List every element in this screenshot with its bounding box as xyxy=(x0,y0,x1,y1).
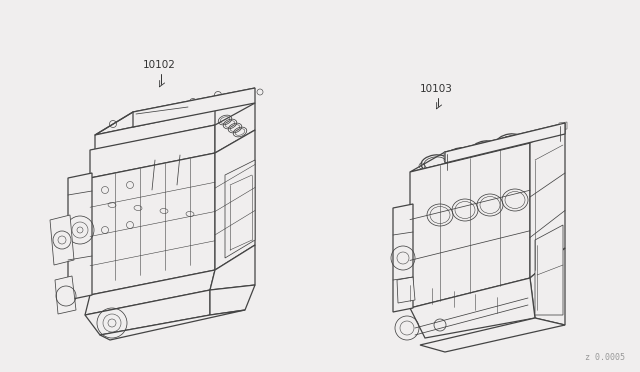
Polygon shape xyxy=(530,123,565,278)
Polygon shape xyxy=(397,277,415,303)
Polygon shape xyxy=(133,88,255,127)
Polygon shape xyxy=(410,123,565,172)
Polygon shape xyxy=(50,215,74,265)
Polygon shape xyxy=(100,310,245,340)
Polygon shape xyxy=(410,143,530,308)
Polygon shape xyxy=(215,103,255,153)
Polygon shape xyxy=(410,278,535,338)
Polygon shape xyxy=(210,245,255,290)
Polygon shape xyxy=(85,290,210,335)
Polygon shape xyxy=(535,225,563,315)
Polygon shape xyxy=(420,318,565,352)
Polygon shape xyxy=(445,123,565,163)
Text: z 0.0005: z 0.0005 xyxy=(585,353,625,362)
Polygon shape xyxy=(95,88,255,135)
Polygon shape xyxy=(68,173,92,300)
Polygon shape xyxy=(530,248,565,325)
Polygon shape xyxy=(95,110,215,150)
Polygon shape xyxy=(85,270,215,315)
Text: 10102: 10102 xyxy=(143,60,176,70)
Polygon shape xyxy=(55,276,76,314)
Polygon shape xyxy=(215,130,255,270)
Polygon shape xyxy=(90,125,215,178)
Polygon shape xyxy=(225,160,255,258)
Polygon shape xyxy=(393,204,413,312)
Polygon shape xyxy=(444,151,452,159)
Text: 10103: 10103 xyxy=(420,84,453,94)
Polygon shape xyxy=(90,153,215,295)
Polygon shape xyxy=(210,285,255,315)
Polygon shape xyxy=(559,122,567,130)
